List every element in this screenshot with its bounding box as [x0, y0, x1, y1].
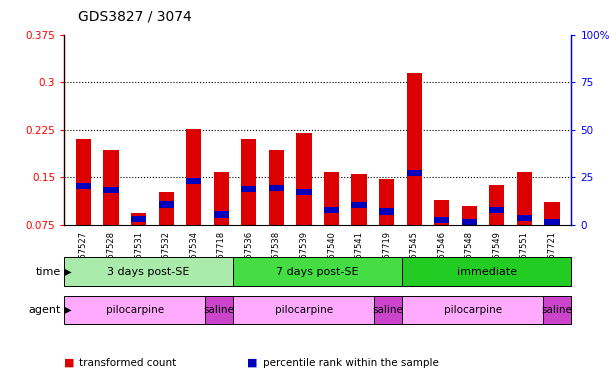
Text: saline: saline — [542, 305, 573, 315]
Text: 3 days post-SE: 3 days post-SE — [108, 266, 190, 277]
Bar — [296, 133, 312, 225]
Bar — [351, 174, 367, 225]
Bar — [406, 170, 422, 177]
Bar — [434, 217, 449, 223]
Text: ■: ■ — [64, 358, 75, 368]
Bar — [158, 192, 174, 225]
Text: saline: saline — [373, 305, 404, 315]
Text: pilocarpine: pilocarpine — [106, 305, 164, 315]
Bar — [462, 219, 477, 225]
Bar — [296, 189, 312, 195]
Bar — [543, 296, 571, 324]
Bar — [406, 73, 422, 225]
Text: transformed count: transformed count — [79, 358, 177, 368]
Bar — [76, 183, 91, 189]
Bar — [214, 211, 229, 218]
Bar — [186, 129, 201, 225]
Bar — [269, 150, 284, 225]
Bar — [64, 296, 205, 324]
Bar — [489, 207, 505, 213]
Text: pilocarpine: pilocarpine — [444, 305, 502, 315]
Bar — [402, 296, 543, 324]
Bar — [233, 296, 374, 324]
Bar — [324, 207, 339, 213]
Bar — [374, 296, 402, 324]
Bar — [462, 206, 477, 225]
Bar — [158, 201, 174, 207]
Bar — [76, 139, 91, 225]
Bar — [517, 172, 532, 225]
Text: ▶: ▶ — [61, 266, 71, 277]
Bar — [103, 150, 119, 225]
Text: percentile rank within the sample: percentile rank within the sample — [263, 358, 439, 368]
Bar — [214, 172, 229, 225]
Bar — [379, 208, 394, 215]
Bar — [402, 257, 571, 286]
Text: ■: ■ — [247, 358, 258, 368]
Bar — [186, 178, 201, 184]
Text: immediate: immediate — [456, 266, 517, 277]
Text: GDS3827 / 3074: GDS3827 / 3074 — [78, 10, 191, 23]
Bar — [241, 139, 257, 225]
Bar — [131, 216, 146, 222]
Bar — [351, 202, 367, 208]
Bar — [64, 257, 233, 286]
Bar — [269, 185, 284, 191]
Text: ▶: ▶ — [61, 305, 71, 315]
Text: pilocarpine: pilocarpine — [274, 305, 333, 315]
Text: agent: agent — [29, 305, 61, 315]
Bar — [241, 186, 257, 192]
Bar — [544, 202, 560, 225]
Bar — [544, 219, 560, 225]
Bar — [233, 257, 402, 286]
Bar — [324, 172, 339, 225]
Bar — [489, 185, 505, 225]
Bar — [205, 296, 233, 324]
Bar — [517, 215, 532, 221]
Bar — [434, 200, 449, 225]
Text: time: time — [36, 266, 61, 277]
Text: 7 days post-SE: 7 days post-SE — [276, 266, 359, 277]
Bar — [379, 179, 394, 225]
Bar — [103, 187, 119, 193]
Bar — [131, 213, 146, 225]
Text: saline: saline — [203, 305, 235, 315]
